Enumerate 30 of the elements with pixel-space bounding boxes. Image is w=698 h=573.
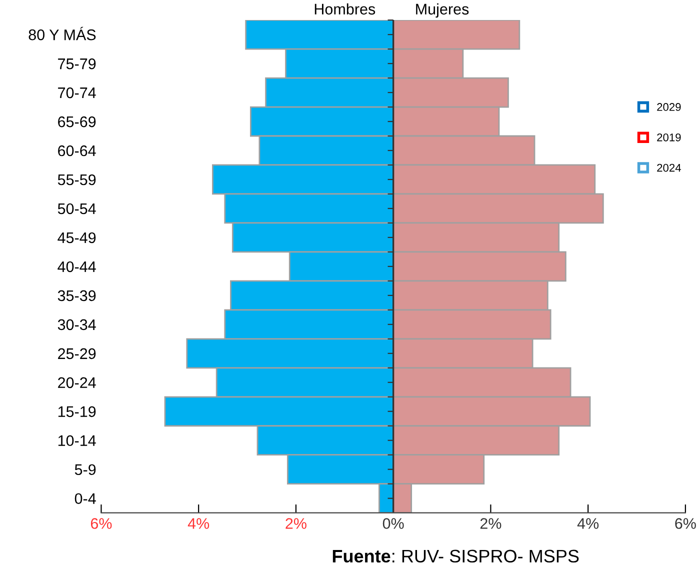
source-note: Fuente: RUV- SISPRO- MSPS [332,550,579,563]
x-tick-label: 4% [188,518,210,529]
x-tick-label: 6% [675,518,696,529]
y-tick-label: 35-39 [58,290,96,302]
x-tick-label: 2% [286,518,306,529]
y-tick-label: 45-49 [58,232,96,244]
y-tick-label: 30-34 [58,319,96,330]
series-label: Mujeres [416,3,469,18]
legend-label: 2029 [657,103,681,111]
y-tick-label: 80 Y MÁS [28,26,96,40]
y-tick-label: 5-9 [74,464,96,476]
y-tick-label: 75-79 [58,58,96,70]
legend-label: 2024 [657,164,681,172]
y-tick-label: 40-44 [58,261,96,272]
x-tick-label: 2% [480,518,502,529]
y-tick-label: 15-19 [58,406,96,418]
x-tick-label: 4% [577,518,599,529]
y-tick-label: 70-74 [58,87,96,98]
legend-label: 2019 [657,133,681,142]
x-tick-label: 6% [90,518,112,529]
y-tick-label: 20-24 [58,377,96,388]
y-tick-label: 55-59 [58,174,96,186]
y-tick-label: 50-54 [58,203,96,214]
y-tick-label: 60-64 [58,145,96,156]
y-tick-label: 10-14 [58,435,96,446]
y-tick-label: 25-29 [58,348,96,360]
series-label: Hombres [314,3,376,15]
y-tick-label: 0-4 [74,493,96,504]
y-tick-label: 65-69 [58,116,96,128]
x-tick-label: 0% [382,518,404,529]
